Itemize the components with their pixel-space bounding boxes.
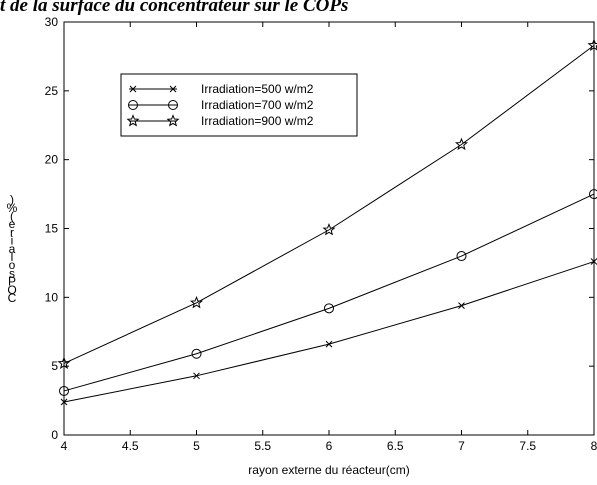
- y-axis-label-char: l: [11, 250, 14, 264]
- data-point: [322, 223, 336, 236]
- data-point: [589, 189, 597, 200]
- legend-label: Irradiation=500 w/m2: [201, 82, 314, 96]
- legend-item: Irradiation=500 w/m2: [129, 82, 314, 96]
- x-tick-label: 7: [458, 439, 465, 453]
- legend-label: Irradiation=900 w/m2: [201, 114, 314, 128]
- legend-marker: [166, 114, 180, 127]
- y-axis-label-char: r: [10, 225, 14, 239]
- series-line: [63, 261, 595, 403]
- y-axis-label-char: C: [8, 291, 17, 305]
- x-tick-label: 7.5: [519, 439, 536, 453]
- legend-item: Irradiation=700 w/m2: [128, 98, 314, 112]
- y-tick-label: 5: [51, 359, 58, 373]
- series-line: [63, 193, 595, 392]
- data-point: [193, 372, 200, 380]
- series-1: [60, 258, 597, 406]
- legend: Irradiation=500 w/m2 Irradiation=700 w/m2…: [120, 73, 358, 137]
- data-point: [458, 302, 465, 309]
- x-tick-label: 5: [193, 439, 200, 453]
- y-axis-label-char: (: [10, 209, 14, 223]
- x-tick-label: 4.5: [122, 439, 139, 453]
- y-axis-label-char: %: [7, 201, 18, 215]
- y-axis-label-char: ): [10, 193, 14, 207]
- data-point: [60, 398, 68, 406]
- y-axis-label-char: i: [11, 234, 14, 248]
- y-tick-label: 25: [45, 84, 59, 98]
- chart-title: t de la surface du concentrateur sur le …: [0, 0, 348, 16]
- y-axis: 0 5 10 15 20 25 30: [45, 15, 594, 442]
- y-axis-label-char: P: [8, 275, 16, 289]
- data-point: [191, 348, 202, 359]
- x-axis: 4 4.5 5 5.5 6 6.5 7 7.5 8: [61, 22, 597, 453]
- x-tick-label: 4: [61, 439, 68, 453]
- x-tick-label: 5.5: [254, 439, 271, 453]
- series-3: [57, 38, 597, 369]
- legend-marker: [128, 100, 138, 110]
- data-point: [456, 251, 467, 262]
- x-tick-label: 6: [326, 439, 333, 453]
- data-point: [324, 303, 334, 314]
- x-tick-label: 6.5: [387, 439, 404, 453]
- data-point: [454, 137, 469, 151]
- series-layer: [57, 38, 597, 406]
- x-axis-label: rayon externe du réacteur(cm): [248, 463, 409, 477]
- data-point: [587, 38, 597, 51]
- y-tick-label: 15: [45, 222, 59, 236]
- legend-marker: [168, 100, 178, 110]
- data-point: [325, 340, 333, 348]
- legend-label: Irradiation=700 w/m2: [201, 98, 314, 112]
- data-point: [57, 356, 71, 369]
- legend-marker: [169, 85, 177, 93]
- legend-item: Irradiation=900 w/m2: [126, 114, 314, 128]
- data-point: [189, 295, 204, 309]
- y-axis-label-char: s: [9, 266, 15, 280]
- y-axis-label-char: e: [9, 217, 16, 231]
- data-point: [59, 385, 69, 396]
- y-axis-label-char: o: [9, 258, 16, 272]
- y-tick-label: 10: [45, 290, 59, 304]
- y-axis-label-char: a: [9, 242, 16, 256]
- series-line: [63, 44, 595, 364]
- legend-marker: [126, 114, 140, 127]
- data-point: [590, 258, 597, 265]
- y-tick-label: 30: [45, 15, 59, 29]
- y-tick-label: 20: [45, 153, 59, 167]
- y-tick-label: 0: [51, 428, 58, 442]
- y-axis-label-char: O: [7, 283, 16, 297]
- legend-marker: [129, 85, 137, 93]
- series-2: [59, 189, 597, 396]
- x-tick-label: 8: [591, 439, 597, 453]
